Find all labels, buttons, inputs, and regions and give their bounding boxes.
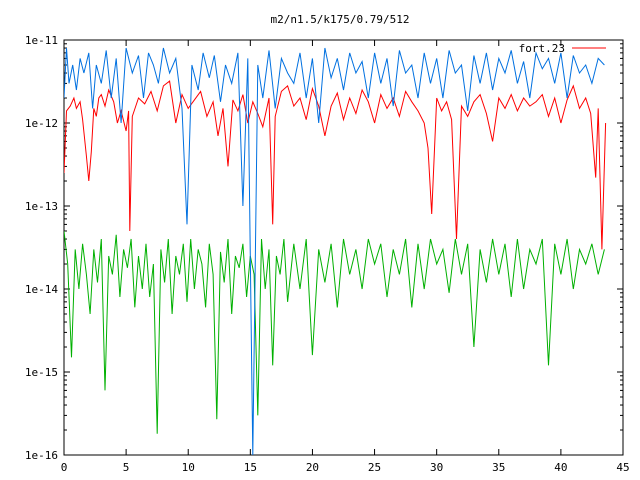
x-tick-label-0: 0 xyxy=(61,461,68,474)
legend-label-fort-23: fort.23 xyxy=(519,42,565,55)
x-tick-label-5: 25 xyxy=(368,461,381,474)
series-line-2 xyxy=(64,230,605,434)
y-tick-label-3: 1e-13 xyxy=(25,200,58,213)
plot-frame xyxy=(63,39,624,456)
y-tick-label-2: 1e-14 xyxy=(25,283,58,296)
x-tick-label-6: 30 xyxy=(430,461,443,474)
x-tick-label-2: 10 xyxy=(182,461,195,474)
x-tick-label-4: 20 xyxy=(306,461,319,474)
x-tick-label-3: 15 xyxy=(244,461,257,474)
x-tick-label-9: 45 xyxy=(616,461,629,474)
tick-layer xyxy=(63,39,624,456)
tick-label-layer: 0 5 10 15 20 25 30 35 40 45 1e-16 1e-15 1e-14 1e-13 1e… xyxy=(25,34,630,474)
y-tick-label-5: 1e-11 xyxy=(25,34,58,47)
series-layer xyxy=(64,47,607,455)
legend: fort.23 xyxy=(519,42,606,55)
series-line-1 xyxy=(64,47,605,455)
chart-title: m2/n1.5/k175/0.79/512 xyxy=(270,13,409,26)
series-line-0 xyxy=(64,80,607,250)
y-tick-label-0: 1e-16 xyxy=(25,449,58,462)
x-tick-label-1: 5 xyxy=(123,461,130,474)
x-tick-label-8: 40 xyxy=(554,461,567,474)
y-tick-label-1: 1e-15 xyxy=(25,366,58,379)
y-tick-label-4: 1e-12 xyxy=(25,117,58,130)
x-tick-label-7: 35 xyxy=(492,461,505,474)
